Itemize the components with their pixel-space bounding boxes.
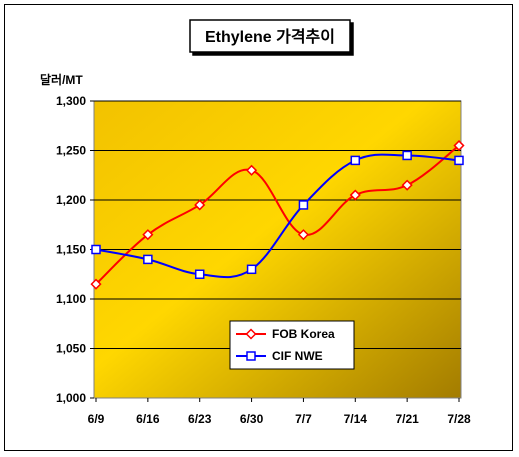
legend-item: CIF NWE <box>236 349 323 363</box>
chart-title-box: Ethylene 가격추이 <box>189 19 351 53</box>
data-point <box>194 269 205 279</box>
series-lines <box>90 139 465 290</box>
legend-item: FOB Korea <box>236 327 335 341</box>
title-box-frame <box>189 19 351 53</box>
data-point <box>349 189 361 201</box>
y-tick-label: 1,250 <box>56 144 86 158</box>
data-point <box>402 150 412 161</box>
data-point <box>297 229 309 241</box>
data-point <box>454 155 464 166</box>
series-line <box>95 144 460 285</box>
legend-label: FOB Korea <box>272 327 335 341</box>
legend-label: CIF NWE <box>272 349 323 363</box>
y-tick-label: 1,200 <box>56 193 86 207</box>
data-point <box>246 164 258 176</box>
data-point <box>142 229 154 241</box>
data-point <box>194 199 206 211</box>
y-axis-label: 달러/MT <box>40 72 83 87</box>
series-2 <box>91 150 464 279</box>
x-axis-ticks: 6/9 6/16 6/23 6/30 7/7 7/14 7/21 7/28 <box>88 398 471 426</box>
legend-marker <box>245 328 257 340</box>
x-tick-label: 7/28 <box>447 412 471 426</box>
y-tick-label: 1,100 <box>56 292 86 306</box>
x-tick-label: 6/23 <box>188 412 212 426</box>
legend-marker <box>246 351 256 361</box>
y-axis-ticks: 1,000 1,050 1,100 1,150 1,200 1,250 1,300 <box>56 94 94 405</box>
y-tick-label: 1,300 <box>56 94 86 108</box>
data-point <box>90 278 102 290</box>
data-point <box>143 254 153 265</box>
data-point <box>298 200 309 210</box>
y-tick-label: 1,150 <box>56 243 86 257</box>
x-tick-label: 6/30 <box>240 412 264 426</box>
x-tick-label: 6/16 <box>136 412 160 426</box>
series-1 <box>90 139 465 290</box>
series-line <box>95 153 460 279</box>
legend: FOB Korea CIF NWE <box>229 320 355 370</box>
y-tick-label: 1,050 <box>56 342 86 356</box>
x-tick-label: 7/7 <box>295 412 312 426</box>
x-tick-label: 7/14 <box>344 412 368 426</box>
y-tick-label: 1,000 <box>56 391 86 405</box>
x-tick-label: 6/9 <box>88 412 105 426</box>
data-point <box>246 264 257 275</box>
data-point <box>91 244 101 255</box>
x-tick-label: 7/21 <box>395 412 419 426</box>
data-point <box>453 139 465 152</box>
data-point <box>401 179 413 191</box>
data-point <box>350 155 361 166</box>
chart-title: Ethylene 가격추이 <box>205 27 335 46</box>
